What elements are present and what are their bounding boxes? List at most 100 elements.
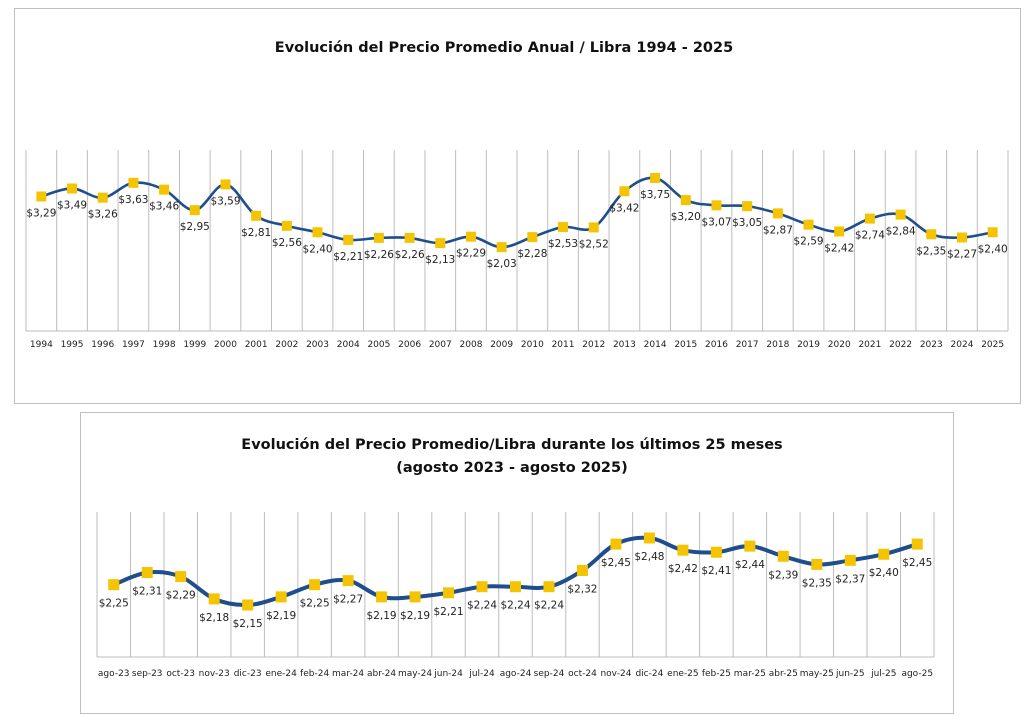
data-label: $2,32 xyxy=(567,583,597,595)
data-point-marker xyxy=(895,209,906,220)
x-tick-label: feb-24 xyxy=(300,669,329,679)
data-label: $2,39 xyxy=(768,569,798,581)
data-point-marker xyxy=(543,581,555,593)
data-label: $2,40 xyxy=(978,243,1008,255)
data-point-marker xyxy=(208,593,220,605)
data-label: $2,19 xyxy=(266,610,296,622)
data-label: $2,26 xyxy=(364,249,394,261)
x-tick-label: 1994 xyxy=(30,340,53,350)
data-label: $2,15 xyxy=(233,618,263,630)
x-tick-label: mar-24 xyxy=(332,669,364,679)
data-label: $2,56 xyxy=(272,237,302,249)
data-point-marker xyxy=(834,226,845,237)
x-tick-label: 2022 xyxy=(889,340,912,350)
x-tick-label: 2008 xyxy=(460,340,483,350)
data-point-marker xyxy=(175,571,187,583)
x-tick-label: nov-23 xyxy=(199,669,230,679)
monthly-gridlines xyxy=(96,512,935,658)
annual-data-labels: $3,29$3,49$3,26$3,63$3,46$2,95 $3,59 $2,81… xyxy=(26,189,1007,270)
data-point-marker xyxy=(342,575,354,587)
data-point-marker xyxy=(558,222,569,233)
data-label: $3,05 xyxy=(732,217,762,229)
data-label: $2,74 xyxy=(855,230,885,242)
data-label: $3,26 xyxy=(88,209,118,221)
data-label: $2,26 xyxy=(395,249,425,261)
data-label: $3,46 xyxy=(149,201,179,213)
data-label: $3,20 xyxy=(671,211,701,223)
data-point-marker xyxy=(710,546,722,558)
x-tick-label: abr-24 xyxy=(367,669,396,679)
data-label: $2,25 xyxy=(300,598,330,610)
data-point-marker xyxy=(97,192,108,203)
x-tick-label: 2025 xyxy=(981,340,1004,350)
x-tick-label: 2013 xyxy=(613,340,636,350)
data-point-marker xyxy=(443,587,455,599)
x-tick-label: 2021 xyxy=(858,340,881,350)
data-label: $2,52 xyxy=(579,238,609,250)
x-tick-label: 2004 xyxy=(337,340,360,350)
data-label: $2,37 xyxy=(835,573,865,585)
x-tick-label: 1999 xyxy=(183,340,206,350)
data-point-marker xyxy=(844,554,856,566)
data-point-marker xyxy=(803,219,814,230)
annual-x-tick-labels: 1994 1995 1996 1997 1998 1999 2000 2001 2002 2003… xyxy=(30,340,1004,350)
data-label: $2,13 xyxy=(425,254,455,266)
data-label: $2,53 xyxy=(548,238,578,250)
x-tick-label: 2024 xyxy=(951,340,974,350)
data-point-marker xyxy=(108,579,120,591)
data-point-marker xyxy=(772,208,783,219)
x-tick-label: 1996 xyxy=(91,340,114,350)
data-point-marker xyxy=(409,591,421,603)
monthly-x-tick-labels: ago-23 sep-23 oct-23 nov-23 dic-23 ene-24 feb-… xyxy=(98,669,933,679)
data-label: $3,63 xyxy=(118,194,148,206)
data-point-marker xyxy=(309,579,321,591)
monthly-chart-subtitle: (agosto 2023 - agosto 2025) xyxy=(396,460,627,476)
data-point-marker xyxy=(189,205,200,216)
data-label: $2,95 xyxy=(180,221,210,233)
data-label: $2,41 xyxy=(701,565,731,577)
data-label: $2,87 xyxy=(763,224,793,236)
data-label: $2,25 xyxy=(99,598,129,610)
data-point-marker xyxy=(677,544,689,556)
x-tick-label: jul-25 xyxy=(870,669,896,679)
annual-gridlines xyxy=(25,150,1009,332)
data-point-marker xyxy=(128,177,139,188)
x-tick-label: 2000 xyxy=(214,340,237,350)
x-tick-label: ene-24 xyxy=(265,669,297,679)
data-label: $3,75 xyxy=(640,189,670,201)
data-point-marker xyxy=(373,232,384,243)
data-point-marker xyxy=(610,538,622,550)
x-tick-label: may-25 xyxy=(800,669,834,679)
x-tick-label: 1998 xyxy=(153,340,176,350)
data-point-marker xyxy=(496,242,507,253)
x-tick-label: 2005 xyxy=(367,340,390,350)
x-tick-label: jun-24 xyxy=(433,669,463,679)
data-point-marker xyxy=(404,232,415,243)
x-tick-label: sep-23 xyxy=(132,669,163,679)
data-point-marker xyxy=(242,599,254,611)
data-point-marker xyxy=(680,195,691,206)
data-label: $2,40 xyxy=(869,567,899,579)
data-label: $2,18 xyxy=(199,612,229,624)
data-label: $2,24 xyxy=(534,600,564,612)
x-tick-label: sep-24 xyxy=(534,669,565,679)
data-point-marker xyxy=(67,183,78,194)
x-tick-label: 1997 xyxy=(122,340,145,350)
data-point-marker xyxy=(251,210,262,221)
data-label: $2,45 xyxy=(902,557,932,569)
data-label: $2,42 xyxy=(824,242,854,254)
data-label: $2,48 xyxy=(634,551,664,563)
x-tick-label: jun-25 xyxy=(835,669,865,679)
data-point-marker xyxy=(141,567,153,579)
x-tick-label: mar-25 xyxy=(734,669,766,679)
x-tick-label: oct-24 xyxy=(568,669,597,679)
x-tick-label: 2016 xyxy=(705,340,728,350)
x-tick-label: ago-23 xyxy=(98,669,130,679)
x-tick-label: 2020 xyxy=(828,340,851,350)
data-label: $2,21 xyxy=(434,606,464,618)
data-point-marker xyxy=(343,234,354,245)
data-label: $3,42 xyxy=(609,202,639,214)
x-tick-label: dic-23 xyxy=(234,669,262,679)
x-tick-label: 2002 xyxy=(275,340,298,350)
